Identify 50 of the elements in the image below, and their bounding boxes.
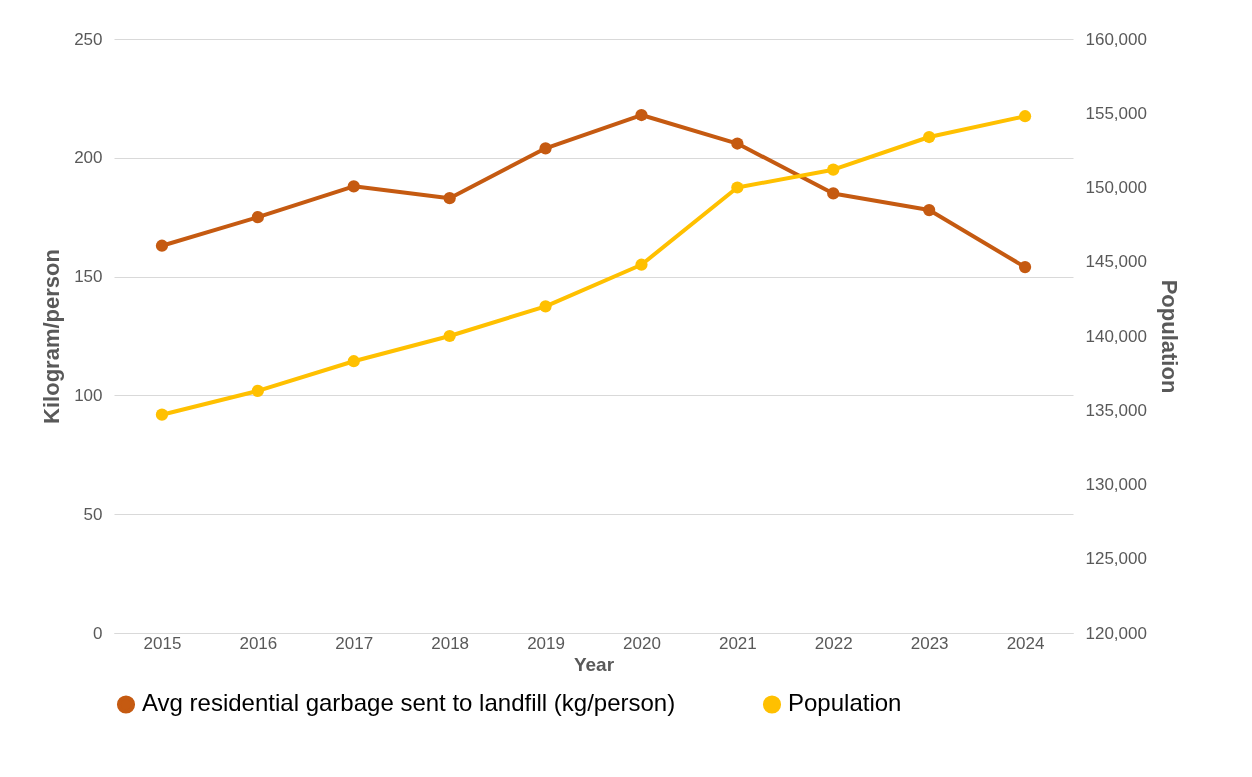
x-tick-label: 2023 (910, 633, 949, 653)
point (923, 203, 936, 217)
point (635, 108, 648, 122)
y2-tick-label: 155,000 (1085, 103, 1147, 123)
x-tick-label: 2021 (718, 633, 757, 653)
point (731, 181, 744, 194)
y-tick-label: 200 (74, 148, 103, 168)
point (155, 239, 169, 252)
legend-label: Population (788, 689, 902, 717)
point (539, 300, 552, 313)
point (1018, 260, 1032, 274)
y2-axis-title: Population (1156, 279, 1182, 394)
point (443, 329, 456, 343)
legend-label: Avg residential garbage sent to landfill (kg/person) (142, 689, 676, 717)
point (827, 187, 840, 200)
y2-tick-label: 140,000 (1085, 326, 1147, 346)
y2-tick-label: 130,000 (1085, 475, 1147, 494)
y2-tick-label: 145,000 (1085, 252, 1147, 272)
x-tick-label: 2018 (431, 633, 470, 653)
y-tick-label: 50 (83, 504, 103, 524)
y2-tick-label: 120,000 (1085, 623, 1147, 643)
x-tick-label: 2020 (623, 633, 661, 653)
x-tick-label: 2019 (527, 633, 565, 653)
point (539, 142, 552, 155)
point (635, 258, 648, 271)
y2-tick-label: 135,000 (1085, 400, 1147, 420)
point (827, 163, 840, 176)
y2-tick-label: 125,000 (1085, 549, 1147, 569)
y-tick-label: 100 (74, 385, 103, 405)
x-tick-label: 2015 (143, 633, 182, 653)
point (251, 211, 264, 224)
point (251, 384, 264, 398)
x-tick-label: 2024 (1006, 633, 1045, 653)
y-axis-title: Kilogram/person (39, 249, 65, 424)
point (347, 180, 360, 193)
y2-tick-label: 150,000 (1085, 178, 1147, 197)
point (347, 355, 360, 368)
x-tick-label: 2016 (239, 633, 278, 653)
y-tick-label: 0 (93, 623, 103, 643)
point (731, 137, 744, 150)
x-tick-label: 2017 (335, 633, 374, 653)
y2-tick-label: 160,000 (1085, 29, 1147, 49)
point (155, 408, 169, 421)
point (443, 192, 456, 205)
point (1018, 110, 1032, 123)
x-tick-label: 2022 (814, 633, 853, 653)
point (923, 130, 936, 144)
y-tick-label: 250 (74, 29, 103, 49)
y-tick-label: 150 (74, 267, 103, 287)
x-axis-title: Year (573, 653, 615, 675)
